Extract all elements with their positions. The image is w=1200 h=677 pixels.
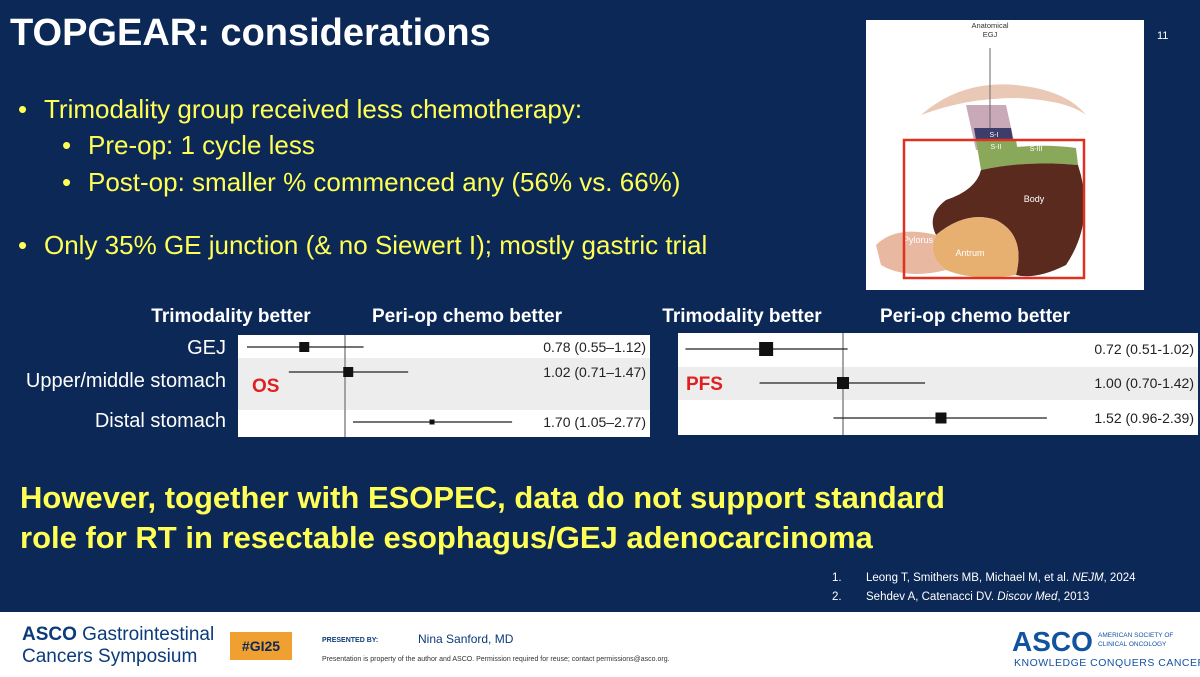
tagline: KNOWLEDGE CONQUERS CANCER	[1014, 657, 1200, 669]
sub-bullet-dot: •	[62, 167, 72, 197]
presented-by: PRESENTED BY:	[322, 637, 379, 644]
estimate-text: 1.02 (0.71–1.47)	[543, 364, 646, 380]
header-left: Trimodality better	[662, 306, 822, 327]
diaphragm	[921, 84, 1086, 115]
bullet: Only 35% GE junction (& no Siewert I); m…	[44, 230, 708, 260]
conclusion: role for RT in resectable esophagus/GEJ …	[20, 520, 873, 555]
figure-label: Pylorus	[903, 235, 934, 245]
notice: Presentation is property of the author a…	[322, 656, 670, 663]
footer: ASCO Gastrointestinal Cancers Symposium …	[0, 612, 1200, 677]
figure-label: S-II	[991, 144, 1002, 151]
ref-journal: NEJM	[1072, 572, 1104, 584]
estimate-marker	[837, 377, 849, 389]
header-right: Peri-op chemo better	[880, 306, 1071, 327]
bullet: Trimodality group received less chemothe…	[44, 94, 583, 124]
estimate-marker	[759, 342, 774, 356]
figure-label: EGJ	[983, 30, 998, 39]
stomach-figure: Anatomical EGJ S-I S-II S-III Body Pylor…	[866, 20, 1144, 290]
slide-number: 11	[1157, 30, 1169, 42]
sub-bullet: Post-op: smaller % commenced any (56% vs…	[88, 167, 681, 197]
estimate-text: 0.78 (0.55–1.12)	[543, 339, 646, 355]
figure-label: Body	[1024, 194, 1045, 204]
logo-text: Cancers Symposium	[22, 646, 198, 667]
ref-number: 2.	[832, 591, 842, 603]
asco-logo: ASCO	[1012, 626, 1093, 657]
highlight-box	[902, 138, 1086, 280]
sub-bullet-dot: •	[62, 130, 72, 160]
ref-text: Sehdev A, Catenacci DV. Discov Med, 2013	[866, 591, 1089, 603]
society: CLINICAL ONCOLOGY	[1098, 641, 1167, 648]
ref-year: , 2013	[1057, 591, 1090, 603]
row-name: Upper/middle stomach	[26, 370, 226, 392]
hashtag: #GI25	[230, 632, 292, 660]
estimate-marker	[299, 342, 310, 352]
row-name: GEJ	[187, 337, 226, 359]
header-right: Peri-op chemo better	[372, 306, 563, 327]
logo-text: Gastrointestinal	[76, 624, 215, 645]
sub-bullet: Pre-op: 1 cycle less	[88, 130, 315, 160]
row-band	[238, 358, 650, 410]
figure-label: S-III	[1030, 146, 1043, 153]
figure-label: Anatomical	[971, 21, 1008, 30]
estimate-text: 0.72 (0.51-1.02)	[1094, 341, 1194, 357]
antrum	[932, 217, 1019, 278]
row-name: Distal stomach	[95, 410, 226, 432]
ref-number: 1.	[832, 572, 842, 584]
ref-authors: Leong T, Smithers MB, Michael M, et al.	[866, 572, 1073, 584]
presenter: Nina Sanford, MD	[418, 632, 514, 646]
estimate-marker	[935, 412, 947, 424]
symposium-logo: ASCO Gastrointestinal	[22, 624, 214, 646]
estimate-marker	[343, 367, 354, 377]
bullet-dot: •	[18, 94, 28, 124]
estimate-text: 1.70 (1.05–2.77)	[543, 414, 646, 430]
society: AMERICAN SOCIETY OF	[1098, 632, 1174, 639]
logo-bold: ASCO	[22, 624, 77, 645]
ref-journal: Discov Med	[997, 591, 1058, 603]
slide-title: TOPGEAR: considerations	[10, 12, 491, 54]
figure-label: Antrum	[955, 248, 984, 258]
ref-text: Leong T, Smithers MB, Michael M, et al. …	[866, 572, 1136, 584]
ref-authors: Sehdev A, Catenacci DV.	[866, 591, 998, 603]
estimate-text: 1.00 (0.70-1.42)	[1094, 375, 1194, 391]
plot-label: PFS	[686, 374, 723, 395]
ref-year: , 2024	[1103, 572, 1136, 584]
pylorus	[876, 231, 946, 274]
s3	[978, 145, 1078, 170]
figure-label: S-I	[990, 132, 999, 139]
plot-label: OS	[252, 376, 279, 397]
stomach-body	[932, 163, 1085, 277]
estimate-marker	[429, 419, 435, 425]
conclusion: However, together with ESOPEC, data do n…	[20, 480, 945, 515]
estimate-text: 1.52 (0.96-2.39)	[1094, 410, 1194, 426]
bullet-dot: •	[18, 230, 28, 260]
s1	[974, 128, 1013, 140]
header-left: Trimodality better	[151, 306, 311, 327]
